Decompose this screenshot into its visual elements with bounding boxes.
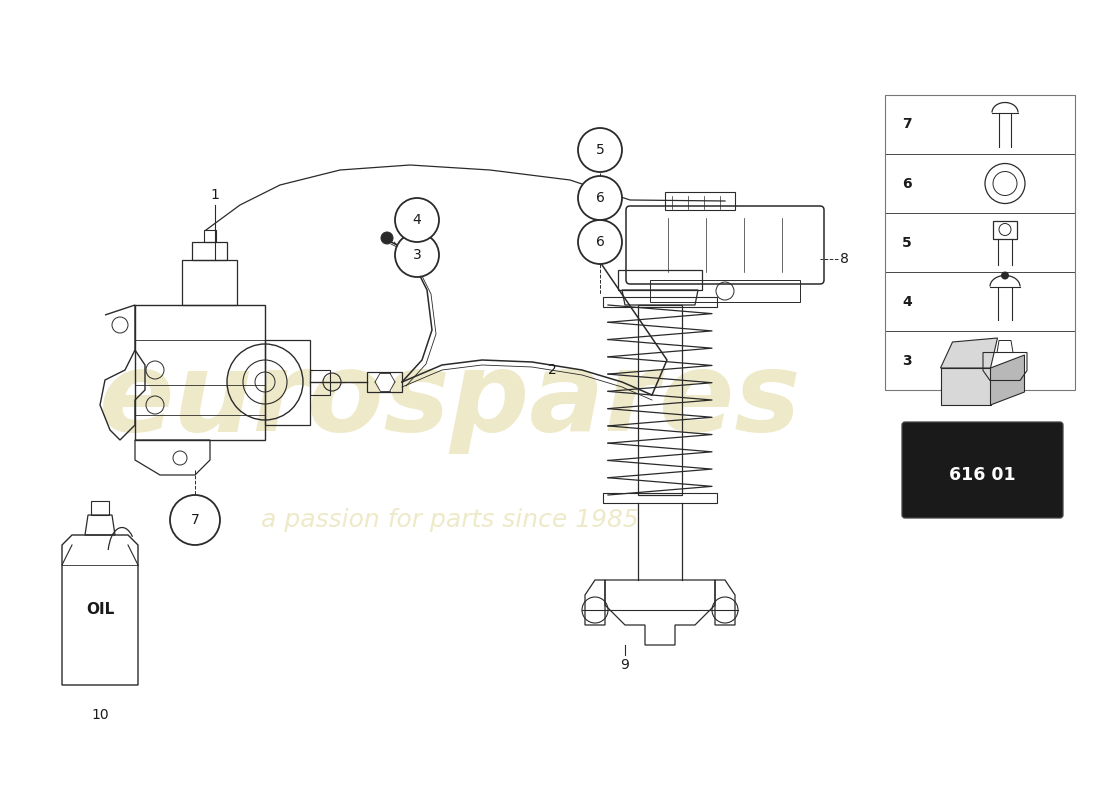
Text: 5: 5 <box>902 235 912 250</box>
Bar <box>265 340 310 425</box>
Text: 3: 3 <box>412 248 421 262</box>
Text: 7: 7 <box>902 118 912 131</box>
Circle shape <box>578 176 621 220</box>
Bar <box>650 280 800 302</box>
Circle shape <box>578 128 621 172</box>
Circle shape <box>170 495 220 545</box>
Bar <box>993 221 1018 238</box>
Text: 6: 6 <box>902 177 912 190</box>
Text: 5: 5 <box>595 143 604 157</box>
Text: 3: 3 <box>902 354 912 367</box>
Text: 6: 6 <box>595 191 604 205</box>
Text: a passion for parts since 1985: a passion for parts since 1985 <box>261 508 639 532</box>
Bar <box>638 305 682 495</box>
FancyBboxPatch shape <box>902 422 1063 518</box>
Text: eurospares: eurospares <box>99 346 801 454</box>
Circle shape <box>381 232 393 244</box>
Circle shape <box>578 220 621 264</box>
Text: 616 01: 616 01 <box>949 466 1015 483</box>
Circle shape <box>1001 271 1009 279</box>
Circle shape <box>395 198 439 242</box>
Bar <box>603 493 717 503</box>
Bar <box>204 230 216 242</box>
Text: 4: 4 <box>412 213 421 227</box>
Circle shape <box>395 233 439 277</box>
Text: 4: 4 <box>902 294 912 309</box>
Polygon shape <box>990 355 1024 405</box>
Bar <box>310 370 330 395</box>
Bar <box>603 297 717 307</box>
Text: OIL: OIL <box>86 602 114 618</box>
Text: 8: 8 <box>840 252 849 266</box>
Text: 1: 1 <box>210 188 219 202</box>
Bar <box>886 95 1075 390</box>
Text: 7: 7 <box>190 513 199 527</box>
Text: 2: 2 <box>548 363 557 377</box>
Text: 9: 9 <box>620 658 629 672</box>
Bar <box>91 501 109 515</box>
Polygon shape <box>940 368 990 405</box>
Bar <box>182 260 236 305</box>
Bar <box>192 242 227 260</box>
Text: 10: 10 <box>91 708 109 722</box>
Bar <box>666 192 735 210</box>
Polygon shape <box>940 338 998 368</box>
Text: 6: 6 <box>595 235 604 249</box>
